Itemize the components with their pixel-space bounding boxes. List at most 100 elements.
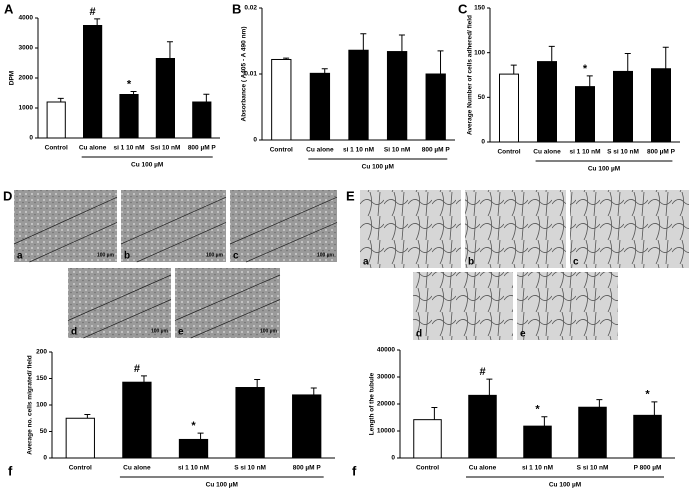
y-tick-label: 40000: [377, 347, 395, 354]
y-tick-label: 150: [474, 5, 485, 12]
group-label: Cu 100 µM: [549, 482, 581, 489]
micrograph: [68, 268, 171, 338]
wound-edge: [190, 299, 281, 339]
x-tick-label: S si 10 nM: [234, 465, 266, 472]
bar: [292, 394, 322, 459]
significance-marker: #: [479, 366, 485, 378]
x-tick-label: Cu alone: [306, 147, 334, 154]
y-tick-label: 3000: [19, 45, 34, 52]
panel-label: B: [232, 1, 241, 16]
x-tick-label: si 1 10 nM: [343, 147, 374, 154]
bar: [523, 425, 552, 459]
x-tick-label: Cu alone: [79, 145, 107, 152]
scale-label: 100 µm: [97, 252, 115, 258]
y-axis-label: Absorbance ( A405 - A 490 nm): [241, 27, 248, 122]
error-bar: [486, 378, 493, 396]
bar: [575, 86, 595, 143]
image-label: b: [124, 251, 130, 262]
error-bar: [94, 18, 101, 26]
wound-edge: [120, 196, 227, 245]
bar: [65, 417, 95, 459]
wound-edge: [229, 196, 338, 245]
wound-edge: [245, 222, 338, 263]
bar: [386, 51, 408, 141]
image-label: c: [573, 257, 579, 268]
panel-label: D: [3, 188, 12, 203]
x-tick-label: Cu alone: [123, 465, 151, 472]
micrograph: [570, 190, 689, 268]
significance-marker: *: [191, 420, 196, 432]
scale-label: 100 µm: [317, 252, 335, 258]
error-bar: [651, 401, 658, 416]
image-label: b: [468, 257, 474, 268]
x-tick-label: S si 10 nM: [607, 149, 639, 156]
y-axis-label: DPM: [9, 71, 16, 85]
scale-label: 100 µm: [151, 328, 169, 334]
y-axis-label: Average no. cells migrated/ field: [27, 355, 34, 454]
bar: [192, 101, 212, 139]
bar: [122, 381, 152, 459]
error-bar: [310, 387, 317, 395]
bar: [155, 58, 176, 139]
bar: [83, 25, 103, 139]
significance-marker: *: [535, 404, 540, 416]
bar: [633, 414, 662, 459]
micrograph: [465, 190, 566, 268]
wound-edge: [136, 222, 227, 263]
y-tick-label: 100: [36, 402, 47, 409]
image-label: d: [416, 329, 422, 340]
panel-label: E: [346, 188, 355, 203]
micrograph: [413, 272, 513, 340]
error-bar: [203, 93, 210, 102]
x-tick-label: Control: [270, 147, 293, 154]
error-bar: [84, 414, 91, 419]
group-label: Cu 100 µM: [362, 164, 394, 171]
error-bar: [398, 34, 405, 52]
error-bar: [166, 41, 173, 59]
group-label: Cu 100 µM: [588, 166, 620, 173]
image-label: e: [520, 329, 526, 340]
bar: [309, 72, 331, 141]
bar: [651, 68, 671, 143]
error-bar: [140, 375, 147, 383]
y-tick-label: 0: [43, 455, 47, 462]
panel-label: f: [8, 463, 13, 478]
y-tick-label: 50: [478, 94, 486, 101]
bar: [537, 61, 557, 143]
x-tick-label: Control: [69, 465, 92, 472]
error-bar: [510, 64, 517, 75]
image-label: a: [17, 251, 23, 262]
y-tick-label: 0: [29, 135, 33, 142]
x-tick-label: Control: [45, 145, 68, 152]
group-label: Cu 100 µM: [206, 482, 238, 489]
scale-label: 100 µm: [260, 328, 278, 334]
y-tick-label: 4000: [19, 15, 34, 22]
wound-edge: [67, 274, 172, 321]
error-bar: [624, 53, 631, 72]
image-label: a: [363, 257, 369, 268]
y-tick-label: 0.01: [244, 71, 257, 78]
bar: [178, 438, 209, 459]
x-tick-label: 800 µM P: [188, 145, 217, 152]
micrograph: [230, 190, 337, 262]
x-tick-label: Control: [416, 465, 439, 472]
bar: [468, 394, 497, 459]
micrograph: [360, 190, 461, 268]
x-tick-label: Ssi 10 nM: [150, 145, 180, 152]
error-bar: [360, 33, 367, 51]
micrograph: [14, 190, 117, 262]
error-bar: [321, 68, 328, 74]
bar: [613, 70, 633, 143]
x-tick-label: 800 µM P: [293, 465, 322, 472]
error-bar: [130, 91, 137, 95]
error-bar: [596, 399, 603, 408]
error-bar: [437, 50, 444, 74]
y-tick-label: 30000: [377, 374, 395, 381]
bar: [425, 73, 446, 141]
bar: [271, 58, 292, 141]
x-tick-label: Control: [497, 149, 520, 156]
bar: [235, 387, 265, 459]
x-tick-label: Cu alone: [533, 149, 561, 156]
micrograph: [175, 268, 280, 338]
y-tick-label: 200: [36, 349, 47, 356]
